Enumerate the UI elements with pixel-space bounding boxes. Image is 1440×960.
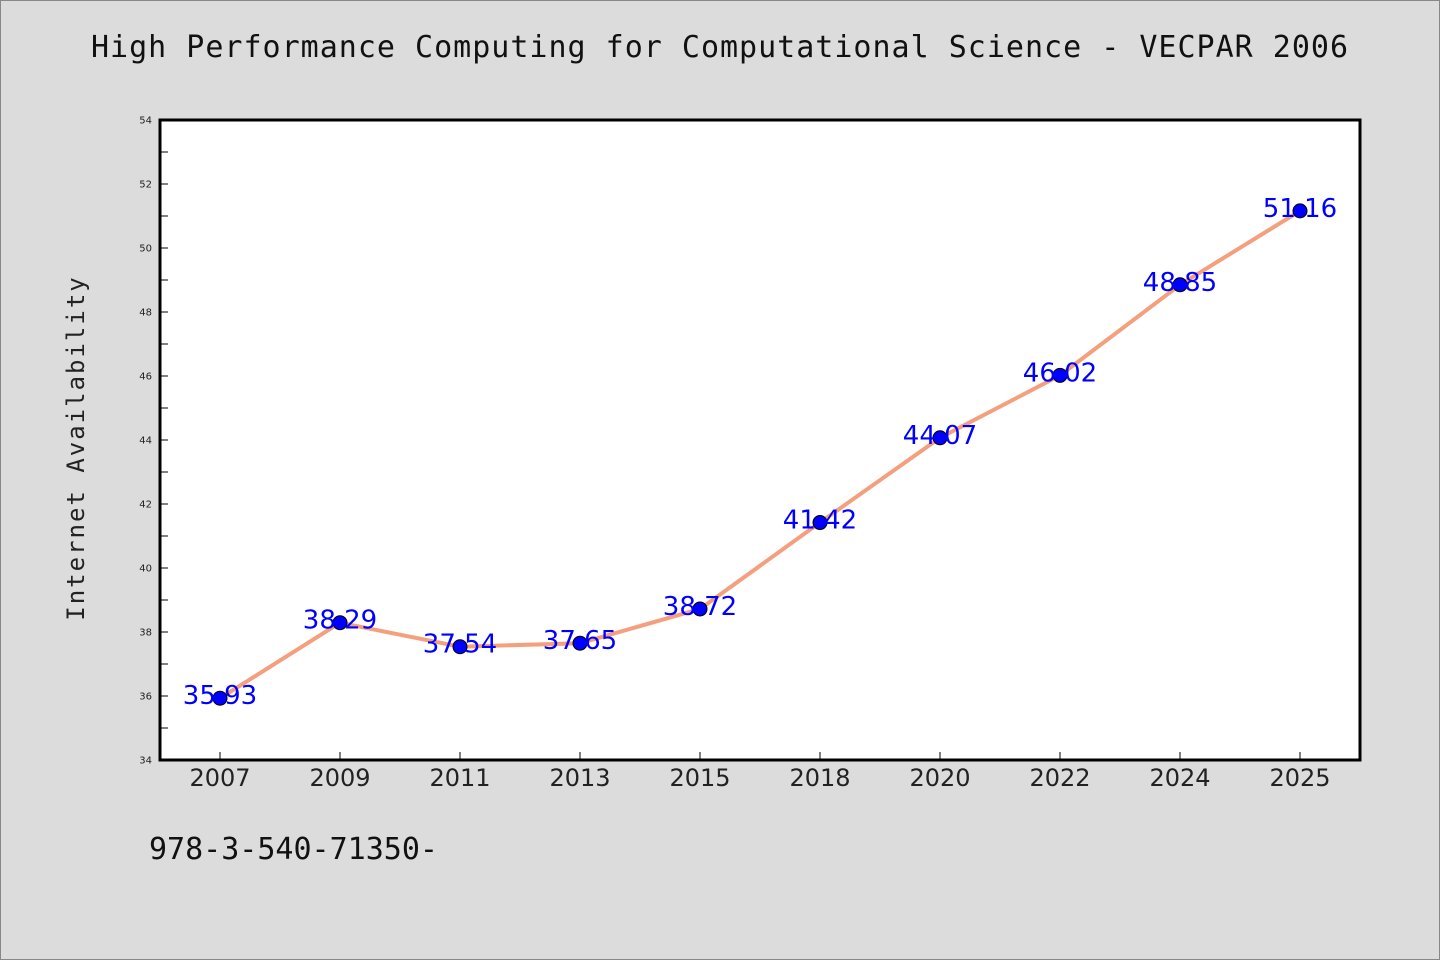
data-label: 38.29	[303, 606, 377, 636]
y-axis: 34 36 38 40 42 44 46 48 50 52 54	[139, 116, 168, 767]
data-point	[1172, 277, 1188, 293]
data-label: 37.65	[543, 626, 617, 656]
y-tick-label: 34	[139, 756, 152, 767]
x-tick-label: 2024	[1149, 764, 1210, 792]
data-point	[932, 430, 948, 446]
footer-note: 978-3-540-71350-	[149, 832, 438, 867]
data-label: 37.54	[423, 630, 497, 660]
y-tick-label: 42	[139, 500, 152, 511]
data-label: 46.02	[1023, 358, 1097, 388]
y-tick-label: 46	[139, 372, 152, 383]
y-tick-label: 38	[139, 628, 152, 639]
x-tick-label: 2011	[429, 764, 490, 792]
chart-title: High Performance Computing for Computati…	[90, 30, 1350, 65]
y-tick-label: 52	[139, 180, 152, 191]
data-label: 48.85	[1143, 268, 1217, 298]
y-tick-label: 44	[139, 436, 152, 447]
data-point	[1292, 203, 1308, 219]
plot-area	[158, 118, 1362, 762]
data-label: 38.72	[663, 592, 737, 622]
x-tick-label: 2022	[1029, 764, 1090, 792]
series-layer	[212, 203, 1308, 706]
x-tick-label: 2007	[189, 764, 250, 792]
data-label-layer: 35.93 38.29 37.54 37.65 38.72 41.42 44.07 46.02…	[183, 194, 1337, 711]
y-tick-label: 40	[139, 564, 152, 575]
data-point	[332, 615, 348, 631]
data-label: 35.93	[183, 681, 257, 711]
y-tick-label: 36	[139, 692, 152, 703]
x-tick-label: 2018	[789, 764, 850, 792]
x-tick-label: 2015	[669, 764, 730, 792]
data-point	[812, 515, 828, 531]
series-line	[218, 208, 1302, 701]
y-tick-label: 48	[139, 308, 152, 319]
data-point	[212, 690, 228, 706]
data-label: 51.16	[1263, 194, 1337, 224]
x-tick-label: 2025	[1269, 764, 1330, 792]
y-tick-label: 54	[139, 116, 152, 127]
x-tick-label: 2013	[549, 764, 610, 792]
data-point	[1052, 367, 1068, 383]
y-tick-label: 50	[139, 244, 152, 255]
data-point	[452, 639, 468, 655]
x-tick-label: 2020	[909, 764, 970, 792]
data-label: 41.42	[783, 506, 857, 536]
data-point	[572, 635, 588, 651]
x-axis: 2007 2009 2011 2013 2015 2018 2020 2022 2024 2025	[189, 752, 1331, 792]
x-tick-label: 2009	[309, 764, 370, 792]
data-point	[692, 601, 708, 617]
data-label: 44.07	[903, 421, 977, 451]
